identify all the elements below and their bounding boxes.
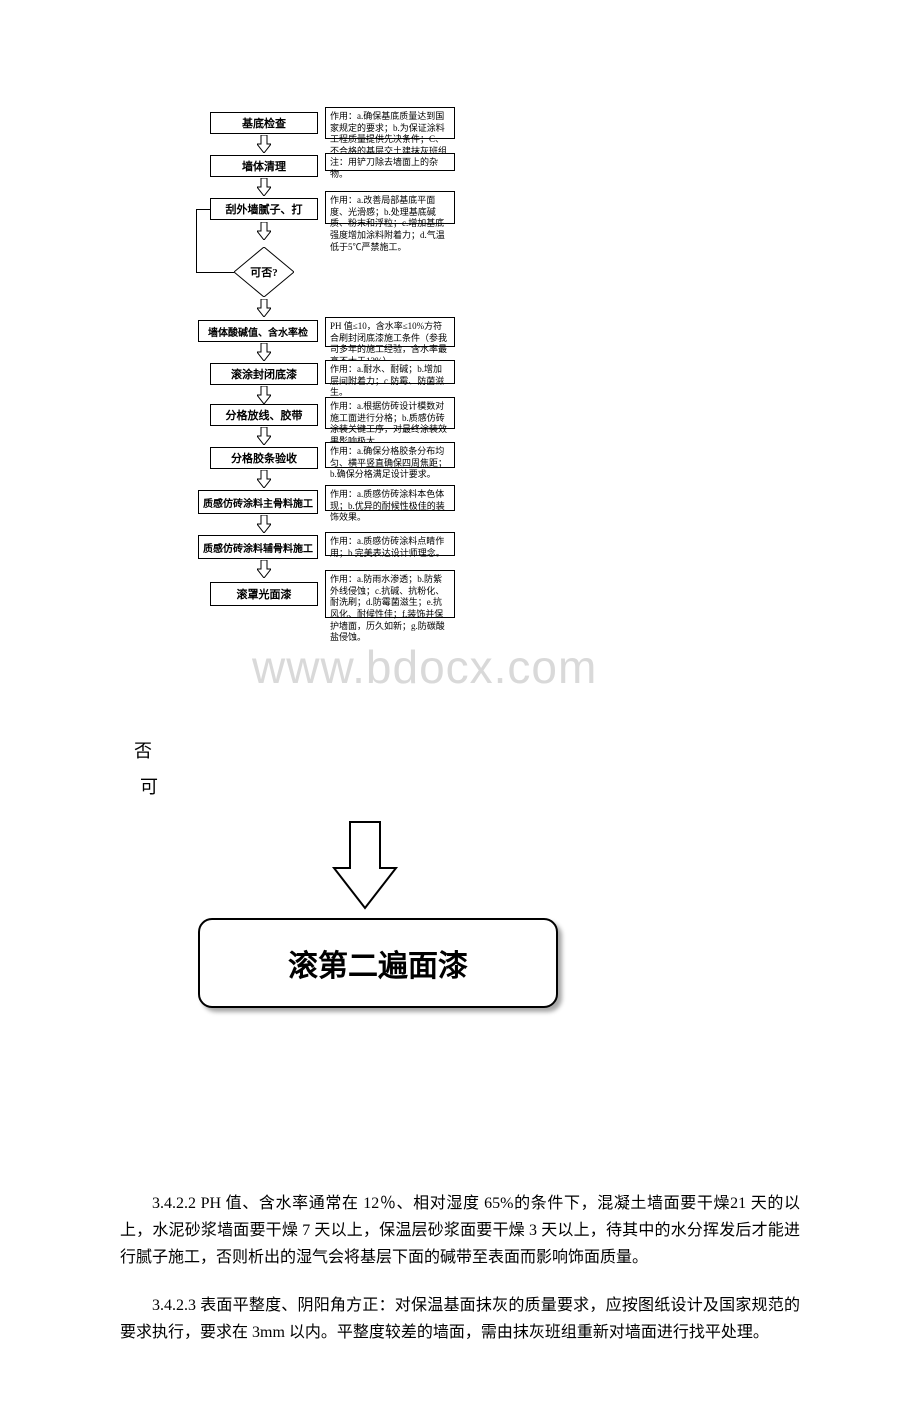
arrow-down-icon: [257, 178, 271, 196]
flow-note-1: 作用：a.确保基底质量达到国家规定的要求；b.为保证涂料工程质量提供先决条件；C…: [325, 107, 455, 139]
arrow-down-icon: [257, 515, 271, 533]
flow-note-2: 注：用铲刀除去墙面上的杂物。: [325, 153, 455, 171]
flow-step-1: 基底检查: [210, 112, 318, 134]
flow-note-4: PH 值≤10，含水率≤10%方符合刷封闭底漆施工条件（参我司多年的施工经验，含…: [325, 317, 455, 347]
arrow-down-icon: [257, 343, 271, 361]
flow-step-3: 刮外墙腻子、打: [210, 198, 318, 220]
flow-step-6: 分格放线、胶带: [210, 404, 318, 426]
flow-note-6: 作用：a.根据仿砖设计模数对施工面进行分格；b.质感仿砖涂装关键工序，对最终涂装…: [325, 397, 455, 429]
paragraph-3423: 3.4.2.3 表面平整度、阴阳角方正：对保温基面抹灰的质量要求，应按图纸设计及…: [120, 1292, 800, 1346]
flow-step-9: 质感仿砖涂料辅骨料施工: [198, 535, 318, 559]
flow-step-10: 滚罩光面漆: [210, 582, 318, 606]
decision-yes-label: 可: [140, 773, 158, 799]
flow-step-4: 墙体酸碱值、含水率检: [198, 320, 318, 342]
paragraph-3422: 3.4.2.2 PH 值、含水率通常在 12％、相对湿度 65%的条件下，混凝土…: [120, 1190, 800, 1272]
flow-step-5: 滚涂封闭底漆: [210, 363, 318, 385]
arrow-down-icon: [257, 135, 271, 153]
flow-step-7: 分格胶条验收: [210, 447, 318, 469]
flow-step-8: 质感仿砖涂料主骨料施工: [198, 490, 318, 514]
arrow-down-icon: [257, 299, 271, 317]
flow-note-8: 作用：a.质感仿砖涂料本色体现；b.优异的耐候性极佳的装饰效果。: [325, 485, 455, 511]
arrow-down-icon: [257, 470, 271, 488]
decision-diamond: 可否?: [234, 247, 294, 297]
loop-line-h1: [196, 272, 234, 273]
arrow-down-icon: [257, 222, 271, 240]
decision-no-label: 否: [134, 737, 152, 763]
secondary-region: 滚第二遍面漆: [0, 820, 920, 1170]
flow-note-7: 作用：a.确保分格胶条分布均匀、横平竖直确保四周焦距；b.确保分格满足设计要求。: [325, 442, 455, 468]
arrow-down-icon: [257, 386, 271, 404]
flowchart-region: 基底检查 作用：a.确保基底质量达到国家规定的要求；b.为保证涂料工程质量提供先…: [0, 0, 920, 630]
second-coat-box: 滚第二遍面漆: [198, 918, 558, 1008]
flow-note-3: 作用：a.改善局部基底平面度、光滑感；b.处理基底碱质、粉末和浮粒；c.增加基底…: [325, 191, 455, 224]
loop-line-v: [196, 209, 197, 272]
watermark-text: www.bdocx.com: [252, 640, 597, 694]
flow-note-5: 作用：a.耐水、耐碱；b.增加层间附着力；c.防霉、防菌滋生。: [325, 360, 455, 384]
flow-step-2: 墙体清理: [210, 155, 318, 177]
arrow-down-icon: [257, 560, 271, 578]
decision-label: 可否?: [250, 264, 278, 280]
paragraph-region: 3.4.2.2 PH 值、含水率通常在 12％、相对湿度 65%的条件下，混凝土…: [0, 1190, 920, 1406]
flow-note-9: 作用：a.质感仿砖涂料点睛作用；b.完美表达设计师理念。: [325, 532, 455, 556]
arrow-down-icon: [257, 427, 271, 445]
big-arrow-down-icon: [330, 820, 400, 910]
loop-line-h2: [196, 209, 210, 210]
flow-note-10: 作用：a.防雨水渗透；b.防紫外线侵蚀；c.抗碱、抗粉化、耐洗刷；d.防霉菌滋生…: [325, 570, 455, 618]
